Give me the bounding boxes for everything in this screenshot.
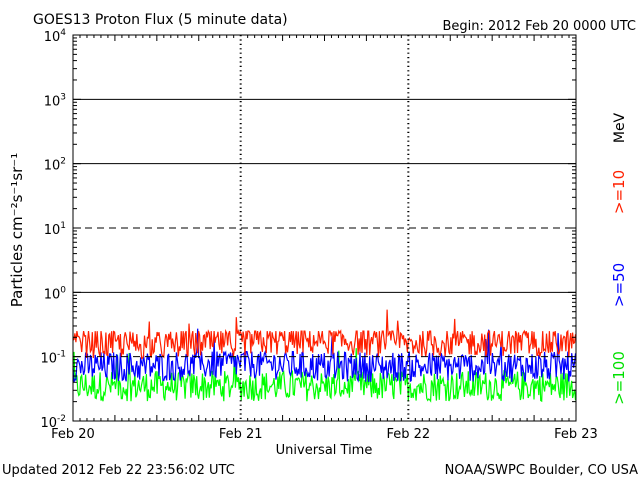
- chart-title: GOES13 Proton Flux (5 minute data): [33, 12, 288, 28]
- series-layer: [72, 309, 577, 403]
- y-tick-label: 103: [44, 92, 66, 109]
- footer-source: NOAA/SWPC Boulder, CO USA: [445, 463, 638, 478]
- legend-ge50: >=50: [610, 263, 628, 307]
- series-line-ge50: [72, 328, 577, 383]
- y-tick-label: 102: [44, 157, 66, 174]
- grid-layer: [73, 98, 576, 358]
- x-tick-label: Feb 23: [554, 427, 598, 442]
- legend-unit-mev: MeV: [612, 112, 628, 143]
- y-tick-label: 101: [44, 221, 66, 238]
- footer-updated: Updated 2012 Feb 22 23:56:02 UTC: [2, 463, 235, 478]
- series-line-ge10: [72, 309, 577, 360]
- y-tick-label: 104: [44, 28, 67, 45]
- x-tick-label: Feb 22: [386, 427, 430, 442]
- y-tick-label: 10-2: [40, 414, 66, 431]
- y-axis-label: Particles cm⁻²s⁻¹sr⁻¹: [8, 153, 26, 307]
- y-tick-label: 10-1: [40, 350, 66, 367]
- begin-label: Begin: 2012 Feb 20 0000 UTC: [442, 19, 636, 34]
- y-tick-label: 100: [44, 285, 67, 302]
- y-axis-ticks: 104 103 102 101 100 10-1 10-2: [40, 28, 576, 431]
- x-tick-label: Feb 21: [219, 427, 263, 442]
- series-line-ge100: [72, 348, 577, 403]
- plot-frame: [72, 34, 577, 422]
- legend-ge100: >=100: [610, 351, 628, 405]
- x-tick-label: Feb 20: [51, 427, 95, 442]
- x-axis-label: Universal Time: [276, 443, 373, 458]
- legend-ge10: >=10: [610, 170, 628, 214]
